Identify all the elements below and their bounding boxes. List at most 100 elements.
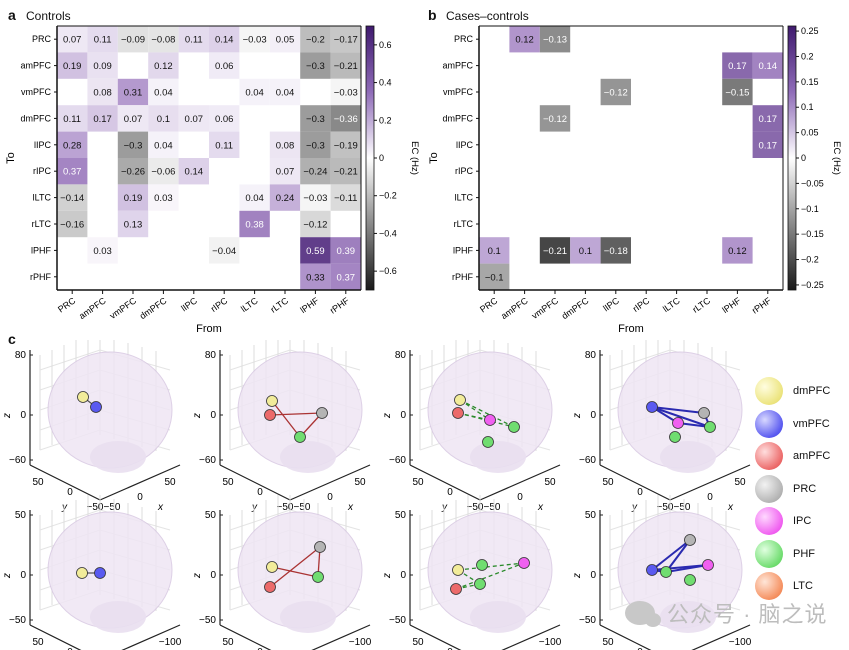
- network-node: [454, 394, 466, 406]
- dmpfc-ball-icon: [755, 377, 783, 406]
- cell-value-label: 0.12: [515, 35, 534, 46]
- z-tick-label: 80: [585, 350, 597, 361]
- x-tick-label: rPHF: [750, 295, 773, 316]
- cerebellum-surface: [660, 441, 716, 473]
- network-edge: [665, 564, 709, 573]
- cell-value-label: 0.17: [93, 114, 112, 125]
- z-tick-label: 0: [590, 570, 596, 581]
- legend-item: LTC: [755, 570, 849, 603]
- cell-value-label: 0.31: [124, 88, 143, 99]
- base-axis-line: [121, 624, 181, 650]
- base-axis-line: [479, 464, 561, 501]
- base-tick-label: −100: [159, 637, 182, 648]
- axis-label: x: [347, 502, 354, 513]
- network-edge: [665, 539, 691, 573]
- heatmap-controls: 0.07 0.11 −0.09 −0.08 0.11 0.14 −0.03 0.05 −0.2−…: [5, 25, 420, 335]
- heatmap-cell: [57, 131, 88, 158]
- cerebellum-surface: [470, 601, 526, 633]
- heatmap-cell: [600, 237, 631, 264]
- x-tick-label: rIPC: [631, 295, 652, 314]
- cell-value-label: 0.04: [276, 88, 295, 99]
- base-axis-line: [99, 464, 181, 501]
- heatmap-cell: [330, 158, 361, 185]
- cell-value-label: −0.1: [485, 272, 504, 283]
- network-node: [316, 407, 328, 419]
- base-tick-label: −50: [104, 502, 121, 513]
- z-tick-label: 50: [585, 510, 597, 521]
- base-tick-label: −50: [277, 502, 294, 513]
- cell-value-label: 0.14: [185, 167, 204, 178]
- cell-value-label: 0.28: [63, 140, 82, 151]
- cell-value-label: 0.08: [93, 88, 112, 99]
- cell-value-label: 0.24: [276, 193, 295, 204]
- cell-value-label: −0.12: [604, 88, 628, 99]
- cell-value-label: −0.36: [334, 114, 358, 125]
- network-node: [474, 578, 486, 590]
- cell-value-label: 0.17: [759, 140, 778, 151]
- z-axis-label: z: [382, 413, 393, 419]
- heatmap-cell: [117, 210, 149, 238]
- base-tick-label: 50: [222, 477, 234, 488]
- cell-value-label: −0.2: [306, 35, 325, 46]
- base-tick-label: −50: [294, 502, 311, 513]
- cell-value-label: 0.17: [759, 114, 778, 125]
- heatmap-cell: [57, 158, 88, 185]
- y-tick-label: rPHF: [30, 272, 51, 282]
- cell-value-label: 0.19: [124, 193, 143, 204]
- base-tick-label: 0: [707, 492, 713, 503]
- base-tick-label: 50: [544, 477, 556, 488]
- y-axis-label: To: [428, 152, 440, 164]
- legend-label: LTC: [793, 580, 813, 593]
- y-tick-label: lLTC: [33, 193, 52, 203]
- heatmap-cell: [209, 131, 240, 158]
- cell-value-label: 0.12: [728, 246, 747, 257]
- x-tick-label: lPHF: [720, 295, 743, 315]
- network-node: [660, 566, 672, 578]
- network-node: [452, 564, 464, 576]
- heatmap-cell: [330, 263, 361, 290]
- z-tick-label: 80: [205, 350, 217, 361]
- grid-line: [39, 349, 101, 371]
- heatmap-cell: [117, 158, 149, 185]
- network-node: [452, 407, 464, 419]
- cell-value-label: −0.03: [243, 35, 267, 46]
- legend-label: PHF: [793, 547, 815, 560]
- z-axis-label: z: [572, 413, 583, 419]
- network-edge: [271, 400, 301, 438]
- cell-value-label: −0.12: [543, 114, 567, 125]
- phf-ball-icon: [755, 539, 783, 568]
- base-tick-label: −100: [539, 637, 562, 648]
- heatmap-cell: [479, 237, 510, 264]
- cell-value-label: −0.15: [725, 88, 749, 99]
- x-tick-label: amPFC: [499, 295, 530, 321]
- base-tick-label: 50: [602, 477, 614, 488]
- colorbar-tick-label: −0.4: [379, 228, 397, 238]
- y-tick-label: lPHF: [31, 245, 52, 255]
- network-node: [266, 395, 278, 407]
- base-tick-label: 0: [137, 492, 143, 503]
- heatmap-cases-controls: 0.12 −0.13 0.17 0.14 −0.12 −0.15 −0.12 0.17 0.17…: [428, 25, 842, 335]
- cell-value-label: 0.04: [154, 140, 173, 151]
- grid-line: [419, 349, 481, 371]
- z-axis-label: z: [382, 573, 393, 579]
- cell-value-label: −0.21: [334, 167, 358, 178]
- heatmap-cell: [117, 26, 149, 53]
- cell-value-label: 0.04: [154, 88, 173, 99]
- colorbar-tick-label: −0.2: [379, 191, 397, 201]
- base-axis-line: [501, 624, 561, 650]
- y-tick-label: vmPFC: [443, 87, 473, 97]
- heatmap-cell: [600, 78, 631, 106]
- heatmap-cell: [209, 237, 240, 264]
- legend-item: dmPFC: [755, 375, 849, 408]
- heatmap-cell: [148, 131, 179, 158]
- network-node: [450, 583, 462, 595]
- legend-item: PHF: [755, 538, 849, 571]
- heatmap-cell: [148, 78, 179, 106]
- x-tick-label: dmPFC: [138, 295, 169, 321]
- heatmap-cell: [330, 26, 361, 53]
- heatmap-cell: [87, 52, 118, 79]
- heatmap-cell: [509, 26, 540, 53]
- x-tick-label: rLTC: [691, 295, 713, 315]
